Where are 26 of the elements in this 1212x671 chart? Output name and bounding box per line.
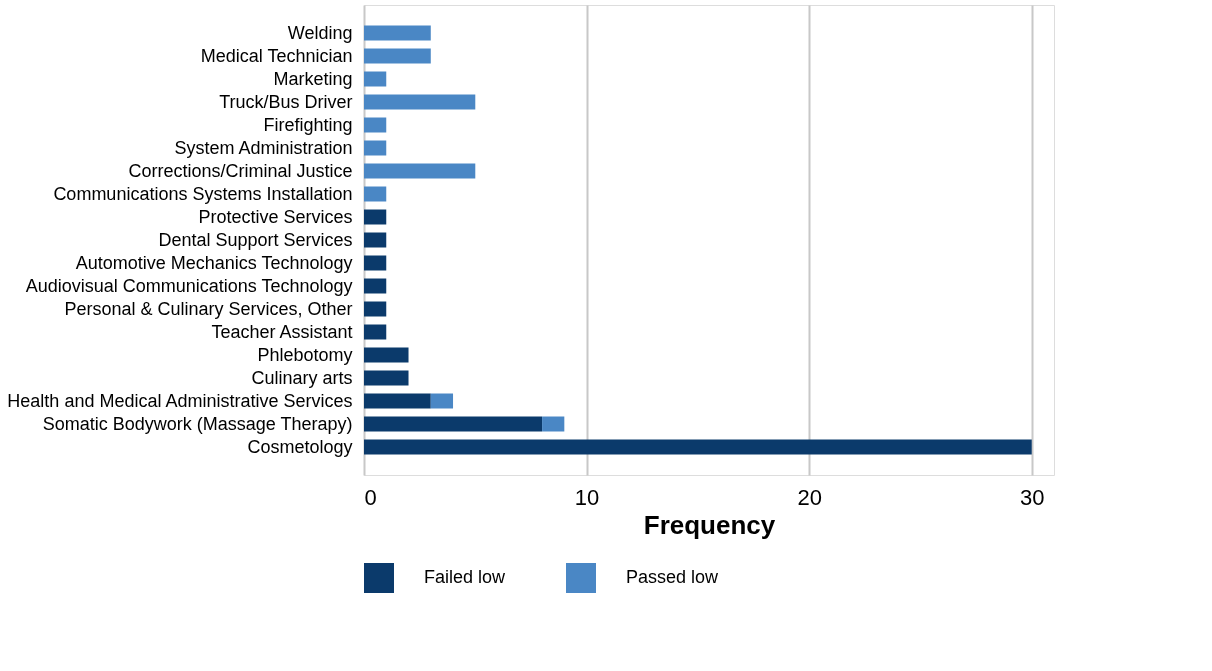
y-tick-label: Protective Services [198, 206, 353, 227]
y-tick-label: Culinary arts [251, 367, 353, 388]
y-tick-label: Automotive Mechanics Technology [75, 252, 353, 273]
x-tick-label: 10 [574, 484, 600, 510]
y-tick-label: Truck/Bus Driver [219, 91, 353, 112]
legend-label: Passed low [626, 567, 720, 587]
y-tick-label: Corrections/Criminal Justice [128, 160, 353, 181]
y-tick-label: System Administration [174, 137, 353, 158]
y-tick-label: Audiovisual Communications Technology [25, 275, 353, 296]
legend-label: Failed low [424, 567, 507, 587]
y-tick-label: Welding [287, 22, 353, 43]
y-tick-label: Communications Systems Installation [53, 183, 353, 204]
x-axis-title: Frequency [643, 509, 776, 540]
x-tick-label: 30 [1020, 484, 1045, 510]
y-tick-label: Health and Medical Administrative Services [7, 390, 353, 411]
x-tick-label: 20 [797, 484, 822, 510]
x-tick-label: 0 [364, 484, 377, 510]
y-tick-label: Marketing [273, 68, 353, 89]
y-tick-label: Firefighting [263, 114, 353, 135]
y-tick-label: Dental Support Services [158, 229, 353, 250]
y-tick-label: Phlebotomy [257, 344, 353, 365]
y-tick-label: Teacher Assistant [211, 321, 353, 342]
y-tick-label: Medical Technician [200, 45, 353, 66]
y-tick-label: Personal & Culinary Services, Other [64, 298, 353, 319]
y-tick-label: Somatic Bodywork (Massage Therapy) [42, 413, 353, 434]
y-tick-label: Cosmetology [247, 436, 353, 457]
